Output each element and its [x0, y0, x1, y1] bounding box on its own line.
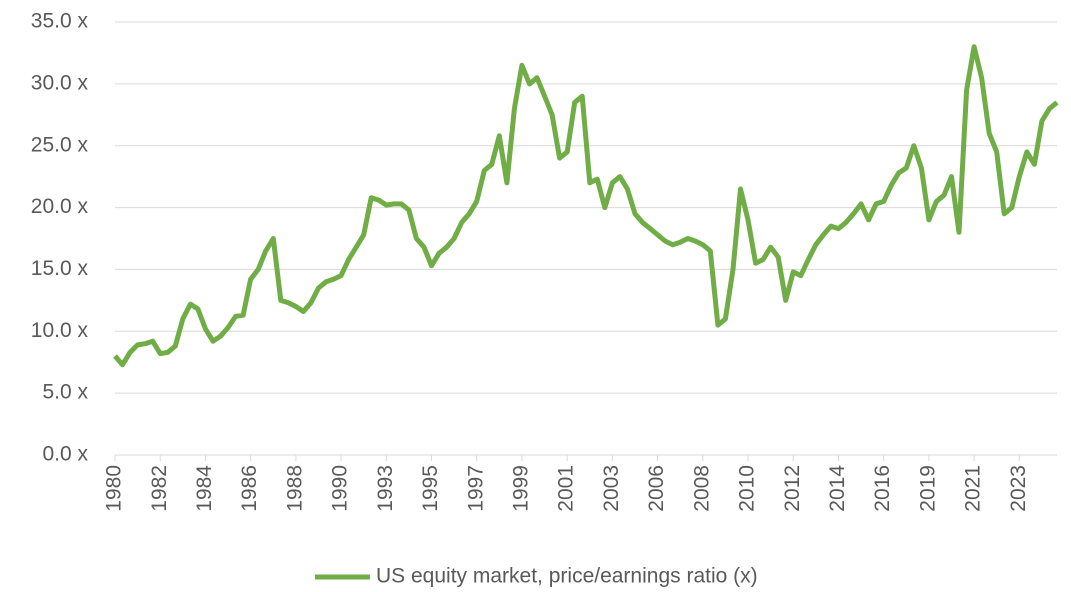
y-tick-label: 5.0 x	[42, 381, 88, 404]
data-line	[113, 44, 1059, 368]
x-tick-label: 1988	[283, 465, 306, 512]
x-tick-label: 1982	[148, 465, 171, 512]
x-tick-label: 2001	[555, 465, 578, 512]
x-tick-label: 2012	[781, 465, 804, 512]
y-tick-label: 10.0 x	[31, 319, 89, 342]
x-tick-label: 2010	[736, 465, 759, 512]
y-tick-label: 35.0 x	[31, 10, 89, 33]
x-tick-label: 2003	[600, 465, 623, 512]
x-tick-label: 1999	[509, 465, 532, 512]
x-tick-label: 1995	[419, 465, 442, 512]
x-tick-label: 2023	[1007, 465, 1030, 512]
y-tick-label: 0.0 x	[42, 443, 88, 466]
legend-label: US equity market, price/earnings ratio (…	[376, 565, 758, 588]
x-tick-label: 1984	[193, 465, 216, 512]
x-tick-label: 1986	[238, 465, 261, 512]
x-tick-label: 2008	[690, 465, 713, 512]
x-tick-label: 2021	[962, 465, 985, 512]
x-tick-label: 1990	[329, 465, 352, 512]
y-tick-label: 15.0 x	[31, 257, 89, 280]
y-tick-label: 30.0 x	[31, 71, 89, 94]
x-tick-label: 1993	[374, 465, 397, 512]
x-tick-label: 1997	[464, 465, 487, 512]
x-tick-label: 2014	[826, 465, 849, 512]
x-tick-label: 2016	[871, 465, 894, 512]
x-tick-label: 2019	[916, 465, 939, 512]
x-tick-label: 2006	[645, 465, 668, 512]
y-tick-label: 20.0 x	[31, 195, 89, 218]
x-tick-label: 1980	[103, 465, 126, 512]
y-tick-label: 25.0 x	[31, 133, 89, 156]
